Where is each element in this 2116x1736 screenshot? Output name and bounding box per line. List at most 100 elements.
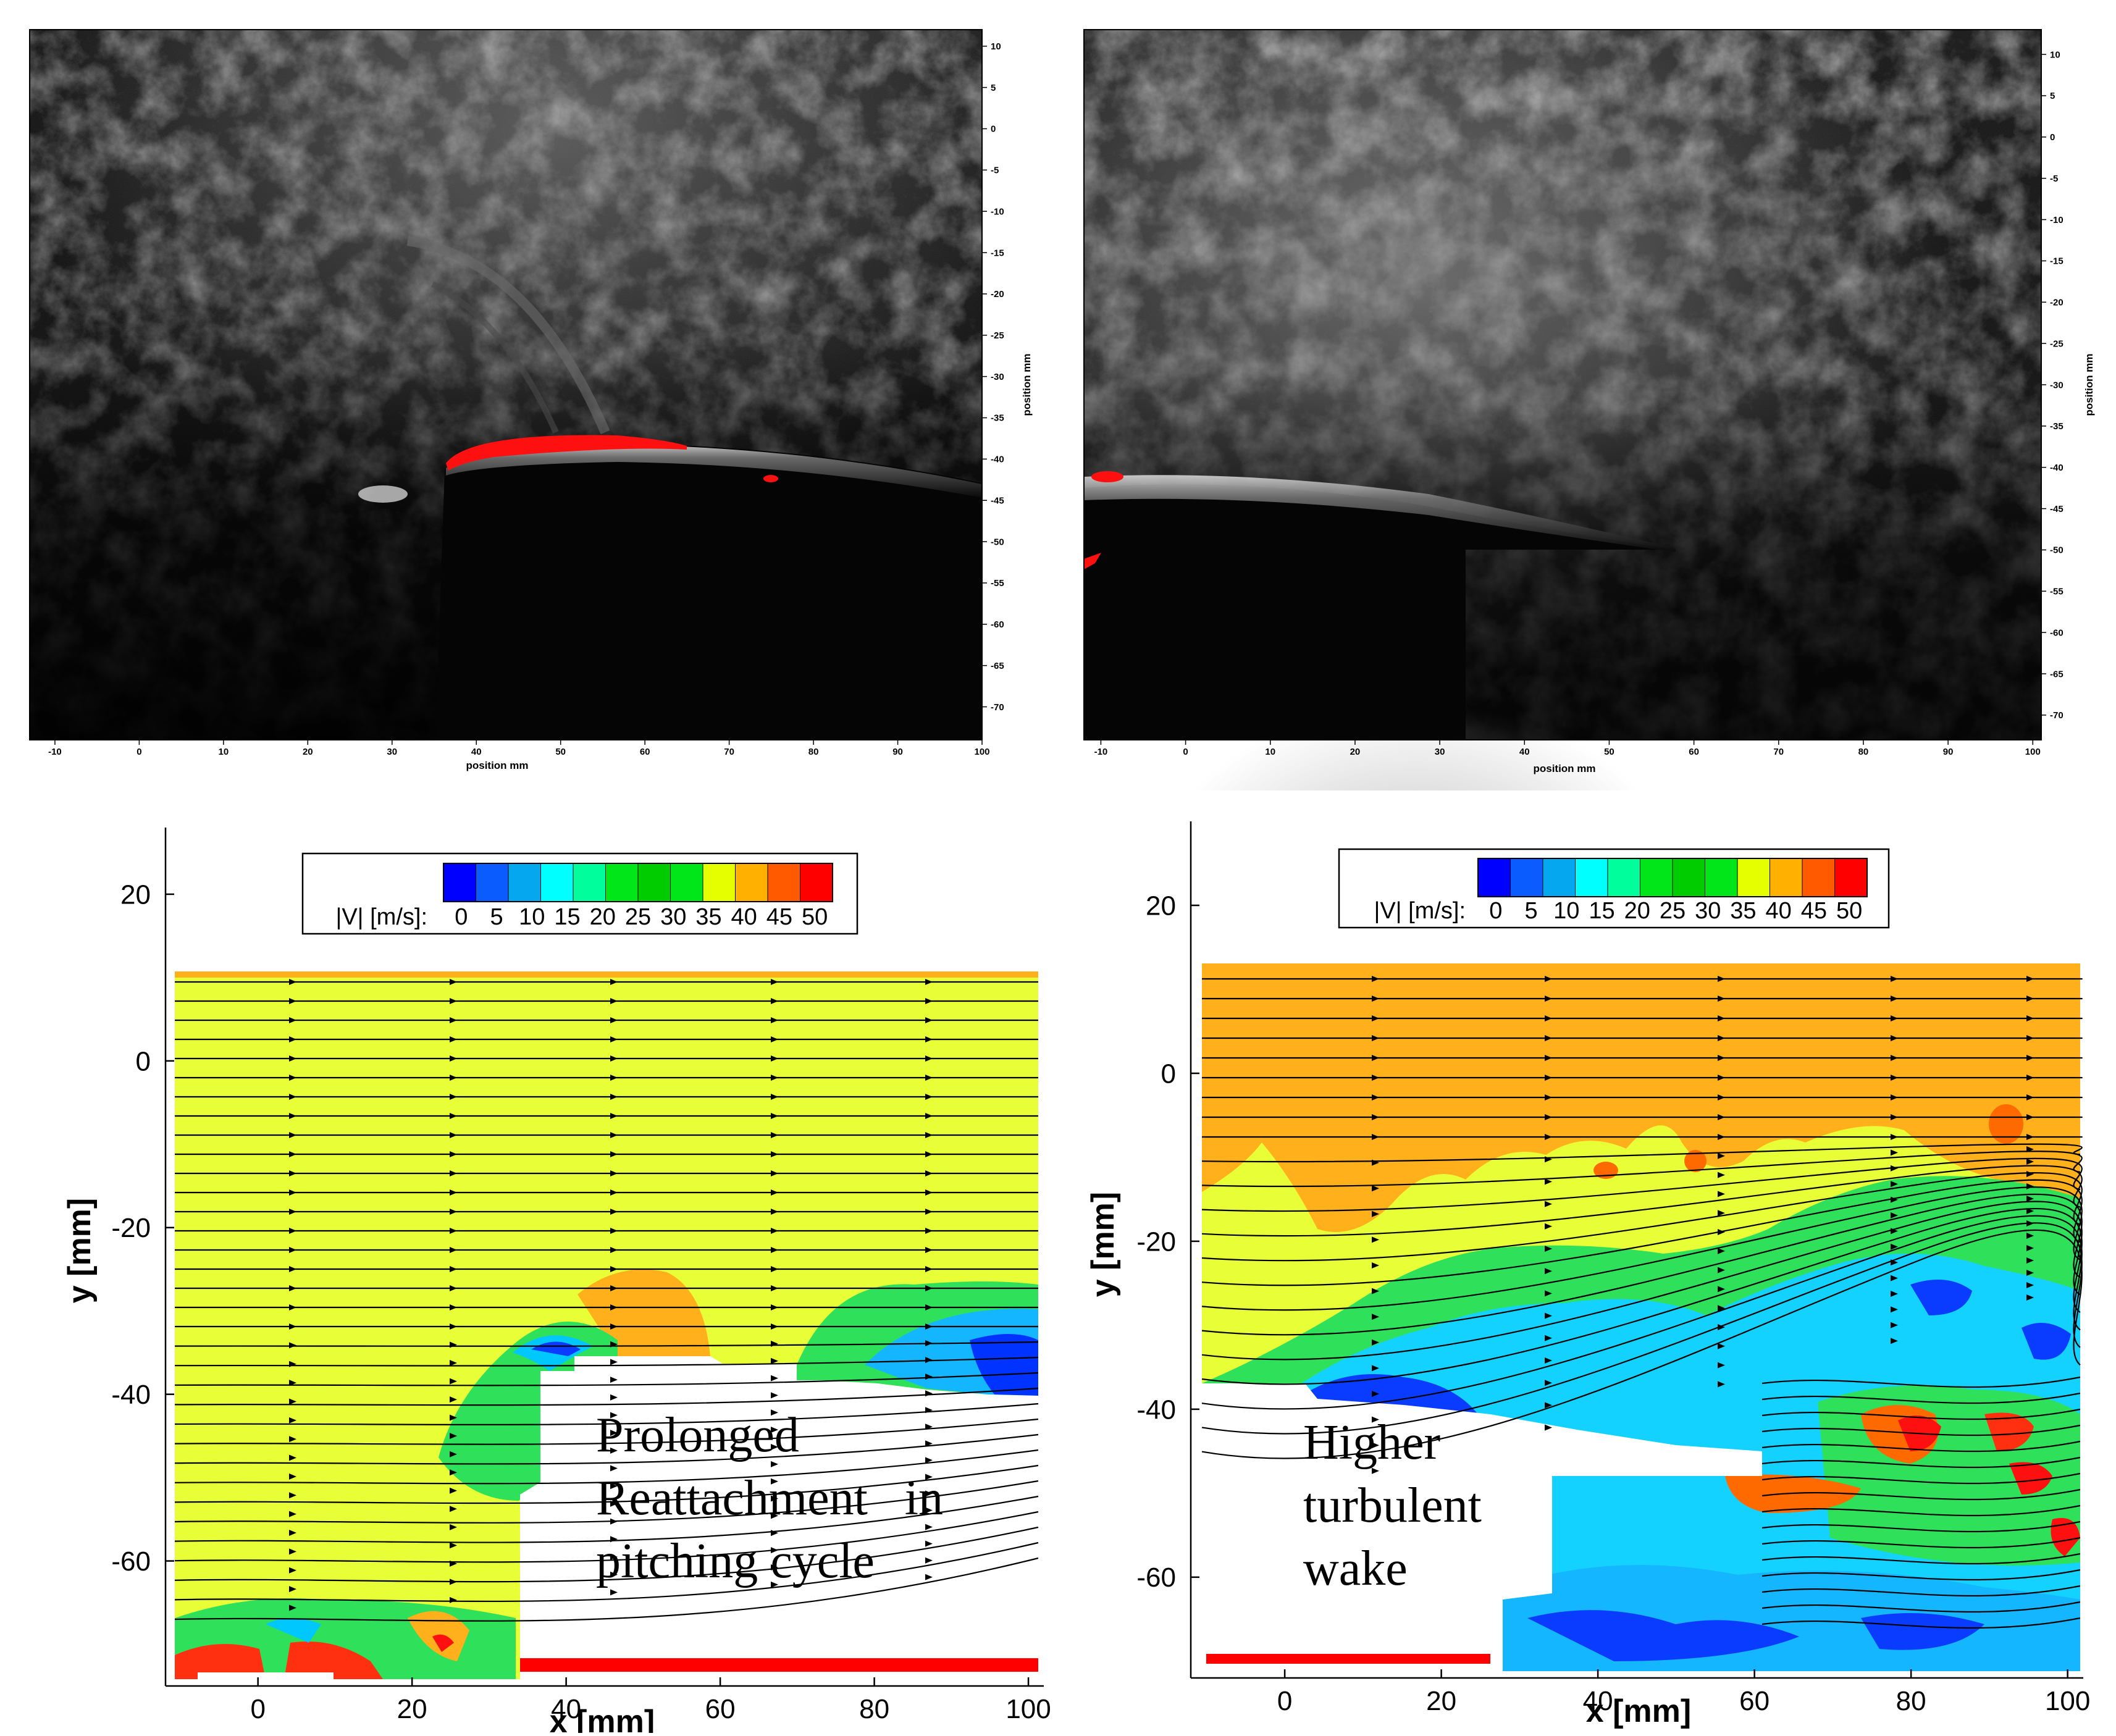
streamline-arrow	[289, 1113, 296, 1119]
colorbar-swatch	[1607, 858, 1640, 897]
streamline-arrow	[610, 1430, 618, 1436]
svg-text:turbulent: turbulent	[1303, 1478, 1482, 1533]
streamline-arrow	[2026, 1015, 2034, 1021]
colorbar-tick-label: 35	[1730, 898, 1756, 924]
y-tick-label: 0	[991, 124, 996, 135]
streamline-arrow	[771, 1427, 778, 1433]
streamline-arrow	[771, 1017, 778, 1023]
svg-text:Reattachment in: Reattachment in	[596, 1471, 943, 1525]
streamline	[1761, 1392, 2081, 1404]
streamline-arrow	[1718, 1191, 1725, 1197]
y-tick-label: -60	[111, 1546, 151, 1577]
y-tick-label: -70	[2050, 710, 2064, 721]
streamline-arrow	[771, 1247, 778, 1253]
streamline-arrow	[1891, 1306, 1898, 1313]
colorbar-swatch	[767, 863, 800, 902]
streamline-arrow	[1372, 1288, 1379, 1294]
streamline	[174, 1464, 1039, 1504]
streamline	[1761, 1520, 2081, 1533]
streamline-arrow	[610, 1247, 618, 1253]
streamline-arrow	[1545, 1290, 1552, 1297]
streamline-arrow	[289, 1055, 296, 1062]
colorbar-tick-label: 25	[625, 904, 651, 930]
streamline-arrow	[925, 1285, 933, 1291]
colorbar-tick-label: 10	[1553, 898, 1579, 924]
streamline-arrow	[2026, 1075, 2034, 1081]
streamline	[1761, 1553, 2081, 1565]
y-tick-label: -20	[2050, 298, 2064, 308]
x-tick-label: 50	[1604, 747, 1614, 757]
streamline-arrow	[1891, 1181, 1898, 1188]
x-ticks-bottom-right: 0 20 40 60 80 100	[1277, 1669, 2090, 1716]
streamline-arrow	[1718, 996, 1725, 1002]
colorbar-tick-label: 20	[590, 904, 616, 930]
streamline-arrow	[1372, 1314, 1379, 1320]
streamline-arrow	[771, 1113, 778, 1119]
streamline	[1201, 1151, 2083, 1188]
streamline-arrow	[289, 1209, 296, 1215]
streamline-arrow	[1545, 1424, 1552, 1431]
streamline-arrow	[771, 1564, 778, 1570]
streamline-arrow	[610, 1209, 618, 1215]
panel-bottom-right: 0 20 40 60 80 100 20 0 -20 -40 -60 x [mm] y [mm] …	[1058, 797, 2116, 1733]
streamline-arrow	[771, 1581, 778, 1588]
streamline	[174, 1526, 1039, 1583]
streamline-arrow	[1545, 1094, 1552, 1101]
streamline-arrow	[1545, 1114, 1552, 1120]
streamline-arrow	[771, 998, 778, 1004]
streamline-arrow	[289, 1132, 296, 1138]
x-ticks-top-left: -10 0 10 20 30 40 50 60 70 80 90 100	[48, 740, 990, 757]
colorbar-swatch	[670, 863, 703, 902]
streamline-arrow	[450, 1170, 457, 1176]
streamline-arrow	[1372, 1094, 1379, 1101]
streamline-arrow	[1372, 1055, 1379, 1061]
streamline-arrow	[1372, 1262, 1379, 1268]
y-tick-label: -10	[2050, 215, 2064, 225]
streamline-arrow	[450, 1094, 457, 1100]
streamline-arrow	[1372, 1365, 1379, 1372]
streamline-arrow	[289, 1417, 296, 1424]
y-tick-label: -55	[991, 578, 1004, 589]
streamline-arrow	[2026, 1270, 2034, 1276]
streamline-arrow	[1891, 1275, 1898, 1281]
streamline-arrow	[925, 1507, 933, 1514]
streamline-arrow	[1545, 1312, 1552, 1319]
y-tick-label: -15	[991, 248, 1004, 258]
streamline-arrow	[771, 1209, 778, 1215]
colorbar-tick-label: 0	[455, 904, 468, 930]
colorbar-swatch	[1802, 858, 1835, 897]
streamline-arrow	[1718, 1134, 1725, 1140]
contour-field-left	[174, 971, 1039, 1679]
streamline-arrow	[925, 1304, 933, 1310]
velocity-contour-right: 0 20 40 60 80 100 200-20-40-60 x [mm] y [mm] …	[1085, 821, 2090, 1729]
colorbar-tick-label: 35	[695, 904, 721, 930]
x-tick-label: 100	[974, 747, 989, 757]
streamline-arrow	[289, 1170, 296, 1176]
colorbar-tick-label: 20	[1624, 898, 1650, 924]
x-axis-label-bottom-left: x [mm]	[550, 1704, 655, 1733]
colorbar-tick-label: 15	[554, 904, 580, 930]
streamline-arrow	[925, 1474, 933, 1480]
streamline-arrow	[289, 1380, 296, 1386]
streamline-arrow	[1372, 1035, 1379, 1041]
y-tick-label: -40	[111, 1380, 151, 1410]
streamline-arrow	[1545, 1178, 1552, 1185]
streamline-arrow	[771, 1323, 778, 1330]
svg-text:Higher: Higher	[1303, 1415, 1440, 1470]
streamline-arrow	[1718, 976, 1725, 982]
y-ticks-top-right: 10 5 0 -5 -10 -15 -20 -25 -30 -35 -40 -45 -50 -55 -60 -…	[2041, 49, 2064, 721]
colorbar-swatch	[508, 863, 541, 902]
streamline-arrow	[771, 1094, 778, 1100]
y-tick-label: 5	[2050, 91, 2055, 101]
colorbar-label-left: |V| [m/s]:	[335, 904, 427, 930]
y-axis-label-bottom-right: y [mm]	[1085, 1192, 1121, 1297]
colorbar-swatch	[1705, 858, 1738, 897]
streamline-arrow	[771, 1392, 778, 1399]
panel-top-left: -10 0 10 20 30 40 50 60 70 80 90 100 10 5 0 -5 -10 -15 -2…	[0, 0, 1058, 790]
streamline-arrow	[1891, 1094, 1898, 1101]
x-tick-label: 10	[219, 747, 229, 757]
streamline-arrow	[771, 1461, 778, 1467]
x-tick-label: 80	[859, 1694, 889, 1724]
streamline-arrow	[1545, 1223, 1552, 1230]
streamline-arrow	[289, 1586, 296, 1593]
